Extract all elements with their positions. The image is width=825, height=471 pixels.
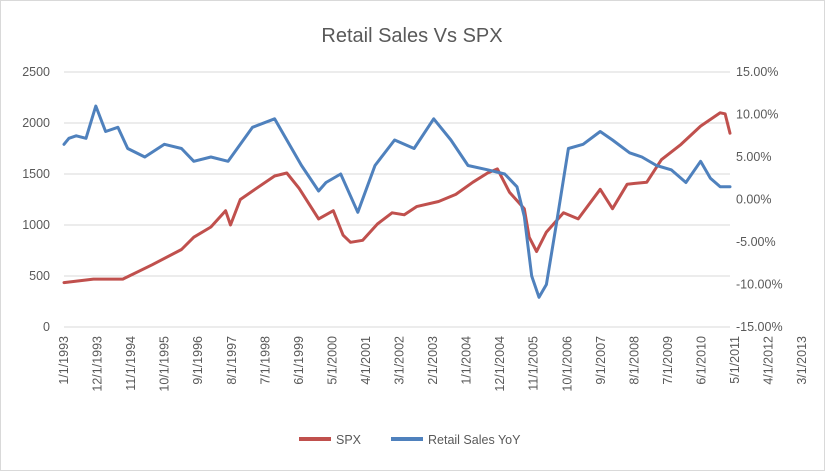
y2-tick-label: 10.00% bbox=[736, 108, 778, 122]
x-tick-label: 7/1/1998 bbox=[258, 336, 272, 385]
legend-label-spx: SPX bbox=[336, 433, 362, 447]
x-tick-label: 3/1/2002 bbox=[393, 336, 407, 385]
x-tick-label: 11/1/1994 bbox=[124, 336, 138, 391]
x-tick-label: 6/1/1999 bbox=[292, 336, 306, 385]
x-tick-label: 1/1/2004 bbox=[460, 336, 474, 385]
y-tick-label: 2500 bbox=[22, 65, 50, 79]
x-tick-label: 6/1/2010 bbox=[694, 336, 708, 385]
chart-title: Retail Sales Vs SPX bbox=[321, 25, 502, 47]
y-tick-label: 500 bbox=[29, 269, 50, 283]
x-tick-label: 4/1/2012 bbox=[762, 336, 776, 385]
x-tick-label: 7/1/2009 bbox=[661, 336, 675, 385]
x-tick-label: 5/1/2000 bbox=[325, 336, 339, 385]
x-tick-label: 10/1/2006 bbox=[560, 336, 574, 392]
x-tick-label: 10/1/1995 bbox=[158, 336, 172, 392]
x-tick-label: 12/1/2004 bbox=[493, 336, 507, 392]
y-tick-label: 1000 bbox=[22, 218, 50, 232]
x-tick-label: 1/1/1993 bbox=[57, 336, 71, 385]
y2-tick-label: -10.00% bbox=[736, 278, 783, 292]
legend: SPX Retail Sales YoY bbox=[299, 433, 521, 447]
x-tick-label: 11/1/2005 bbox=[527, 336, 541, 391]
y2-tick-label: 0.00% bbox=[736, 193, 771, 207]
x-tick-label: 8/1/1997 bbox=[225, 336, 239, 385]
x-tick-label: 12/1/1993 bbox=[91, 336, 105, 392]
x-tick-label: 3/1/2013 bbox=[795, 336, 809, 385]
series-line-spx bbox=[62, 111, 732, 285]
x-tick-label: 9/1/1996 bbox=[191, 336, 205, 385]
x-tick-label: 8/1/2008 bbox=[627, 336, 641, 385]
x-tick-label: 5/1/2011 bbox=[728, 336, 742, 384]
y2-tick-label: -15.00% bbox=[736, 320, 783, 334]
y2-tick-label: 15.00% bbox=[736, 65, 778, 79]
y-tick-label: 2000 bbox=[22, 116, 50, 130]
y-tick-label: 1500 bbox=[22, 167, 50, 181]
legend-label-retail-sales-yoy: Retail Sales YoY bbox=[428, 433, 521, 447]
x-tick-label: 9/1/2007 bbox=[594, 336, 608, 385]
y-tick-label: 0 bbox=[43, 320, 50, 334]
y2-tick-label: -5.00% bbox=[736, 235, 776, 249]
y2-tick-label: 5.00% bbox=[736, 150, 771, 164]
x-tick-label: 4/1/2001 bbox=[359, 336, 373, 385]
x-tick-label: 2/1/2003 bbox=[426, 336, 440, 385]
series-line-retail-sales-yoy bbox=[62, 104, 732, 299]
